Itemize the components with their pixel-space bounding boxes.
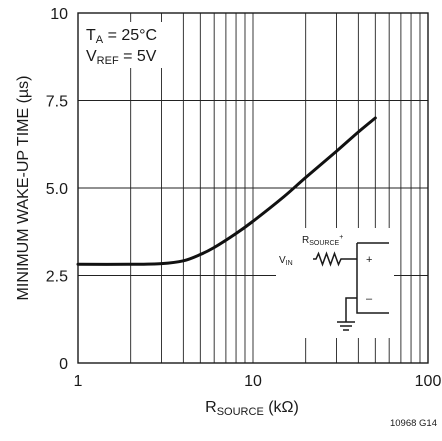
x-tick-label: 100: [415, 373, 442, 390]
y-tick-label: 5.0: [46, 181, 68, 198]
svg-text:VIN: VIN: [279, 255, 293, 267]
y-tick-label: 0: [59, 356, 68, 373]
svg-text:+: +: [366, 254, 372, 266]
y-tick-label: 2.5: [46, 269, 68, 286]
plot-frame: [77, 12, 429, 364]
figure-id: 10968 G14: [390, 418, 437, 429]
curve-layer: [76, 116, 377, 266]
y-tick-label: 10: [50, 6, 68, 23]
svg-text:RSOURCE+: RSOURCE+: [302, 234, 343, 247]
inset-circuit-schematic: RSOURCE+ VIN + –: [276, 228, 394, 338]
x-tick-label: 10: [244, 373, 262, 390]
y-tick-label: 7.5: [46, 94, 68, 111]
y-axis-label: MINIMUM WAKE-UP TIME (µs): [15, 76, 32, 301]
test-conditions: TA = 25°C VREF = 5V: [79, 22, 179, 68]
tick-labels: 0 2.5 5.0 7.5 10 1 10 100: [46, 6, 442, 390]
svg-text:–: –: [366, 293, 373, 305]
x-tick-label: 1: [74, 373, 83, 390]
svg-text:TA = 25°C: TA = 25°C: [86, 27, 157, 46]
svg-text:VREF = 5V: VREF = 5V: [86, 48, 157, 67]
wakeup-time-curve: [76, 116, 377, 266]
x-axis-label: RSOURCE (kΩ): [205, 399, 299, 418]
